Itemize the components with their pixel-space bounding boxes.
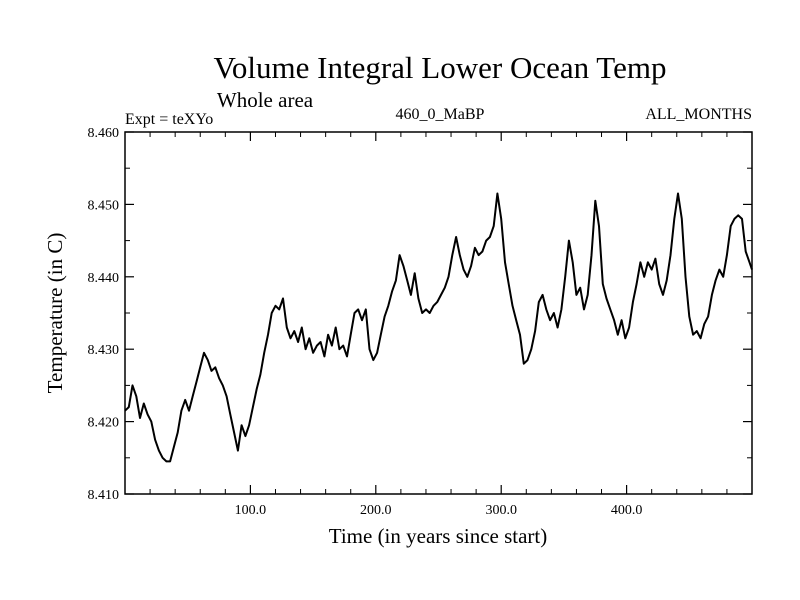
chart-subtitle: Whole area [217, 88, 314, 112]
y-tick-label: 8.420 [88, 416, 120, 431]
chart-title: Volume Integral Lower Ocean Temp [214, 50, 667, 85]
x-axis-label: Time (in years since start) [329, 524, 548, 548]
y-tick-label: 8.440 [88, 271, 120, 286]
y-tick-label: 8.460 [88, 126, 120, 141]
plot-area-frame [124, 131, 753, 495]
x-tick-label: 300.0 [485, 503, 517, 518]
period-label: 460_0_MaBP [396, 106, 485, 123]
y-tick-label: 8.410 [88, 488, 120, 503]
x-tick-label: 200.0 [360, 503, 392, 518]
x-tick-label: 100.0 [235, 503, 267, 518]
temperature-series-line [124, 192, 753, 463]
x-tick-label: 400.0 [611, 503, 643, 518]
y-tick-label: 8.450 [88, 198, 120, 213]
y-axis-label: Temperature (in C) [43, 233, 67, 394]
months-label: ALL_MONTHS [645, 106, 752, 123]
experiment-label: Expt = teXYo [125, 111, 213, 128]
y-axis-ticks: 8.410 8.420 8.430 8.440 8.450 8.460 [88, 126, 752, 503]
x-axis-ticks: 100.0 200.0 300.0 400.0 [149, 132, 728, 518]
y-tick-label: 8.430 [88, 343, 120, 358]
